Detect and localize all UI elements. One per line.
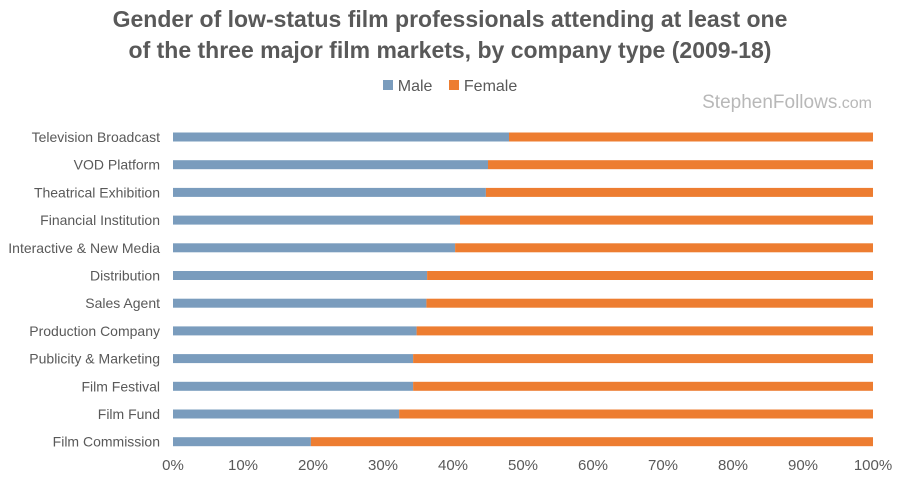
legend-item-female: Female	[448, 78, 518, 96]
bar-female-theatrical-exhibition	[485, 187, 873, 197]
bar-male-film-fund	[173, 409, 400, 419]
bar-male-production-company	[173, 326, 417, 336]
category-label-film-commission: Film Commission	[53, 434, 160, 450]
category-label-television-broadcast: Television Broadcast	[32, 129, 161, 145]
bar-female-financial-institution	[460, 215, 873, 225]
watermark-suffix: .com	[837, 95, 872, 112]
category-label-film-fund: Film Fund	[98, 406, 160, 422]
chart-title-line-2: of the three major film markets, by comp…	[128, 37, 772, 63]
bar-female-television-broadcast	[509, 132, 873, 142]
bar-female-publicity-and-marketing	[413, 354, 873, 364]
x-tick-label-4: 40%	[438, 457, 468, 474]
category-label-distribution: Distribution	[90, 268, 160, 284]
legend-swatch-male	[382, 80, 393, 90]
x-tick-label-6: 60%	[578, 457, 608, 474]
bar-male-interactive-and-new-media	[173, 243, 456, 253]
bar-female-distribution	[427, 271, 873, 280]
x-tick-label-3: 30%	[368, 457, 398, 474]
x-tick-label-1: 10%	[228, 457, 258, 474]
chart-title: Gender of low-status film professionals …	[0, 4, 900, 66]
watermark: StephenFollows.com	[702, 92, 872, 114]
x-tick-label-8: 80%	[718, 457, 748, 474]
bar-male-distribution	[173, 271, 428, 280]
x-tick-label-7: 70%	[648, 457, 678, 474]
bar-male-television-broadcast	[173, 132, 509, 142]
legend-label-female: Female	[463, 78, 518, 95]
category-label-production-company: Production Company	[29, 323, 160, 339]
category-label-vod-platform: VOD Platform	[74, 157, 160, 173]
bar-female-production-company	[416, 326, 873, 336]
bar-female-film-festival	[413, 381, 873, 391]
bar-female-sales-agent	[426, 298, 873, 308]
category-label-theatrical-exhibition: Theatrical Exhibition	[34, 184, 160, 200]
bar-male-film-festival	[173, 381, 414, 391]
bar-female-film-commission	[310, 437, 873, 447]
x-tick-label-5: 50%	[508, 457, 538, 474]
bar-male-film-commission	[173, 437, 311, 447]
legend-item-male: Male	[382, 78, 433, 96]
watermark-name: StephenFollows	[702, 92, 838, 113]
bar-female-interactive-and-new-media	[455, 243, 873, 253]
bar-male-vod-platform	[173, 160, 488, 170]
category-label-publicity-and-marketing: Publicity & Marketing	[29, 351, 160, 367]
x-tick-label-2: 20%	[298, 457, 328, 474]
category-label-film-festival: Film Festival	[81, 378, 160, 394]
chart-title-line-1: Gender of low-status film professionals …	[112, 6, 788, 32]
x-tick-label-9: 90%	[788, 457, 818, 474]
bar-female-vod-platform	[488, 160, 873, 170]
legend-swatch-female	[448, 80, 459, 90]
x-tick-label-10: 100%	[854, 457, 892, 474]
bar-female-film-fund	[399, 409, 873, 419]
category-label-interactive-and-new-media: Interactive & New Media	[8, 240, 160, 256]
bar-male-publicity-and-marketing	[173, 354, 414, 364]
bar-male-financial-institution	[173, 215, 460, 225]
category-label-financial-institution: Financial Institution	[40, 212, 160, 228]
chart-legend: Male Female	[0, 78, 900, 96]
bar-male-theatrical-exhibition	[173, 187, 486, 197]
x-tick-label-0: 0%	[162, 457, 184, 474]
bar-male-sales-agent	[173, 298, 427, 308]
legend-label-male: Male	[397, 78, 433, 95]
category-label-sales-agent: Sales Agent	[85, 295, 160, 311]
